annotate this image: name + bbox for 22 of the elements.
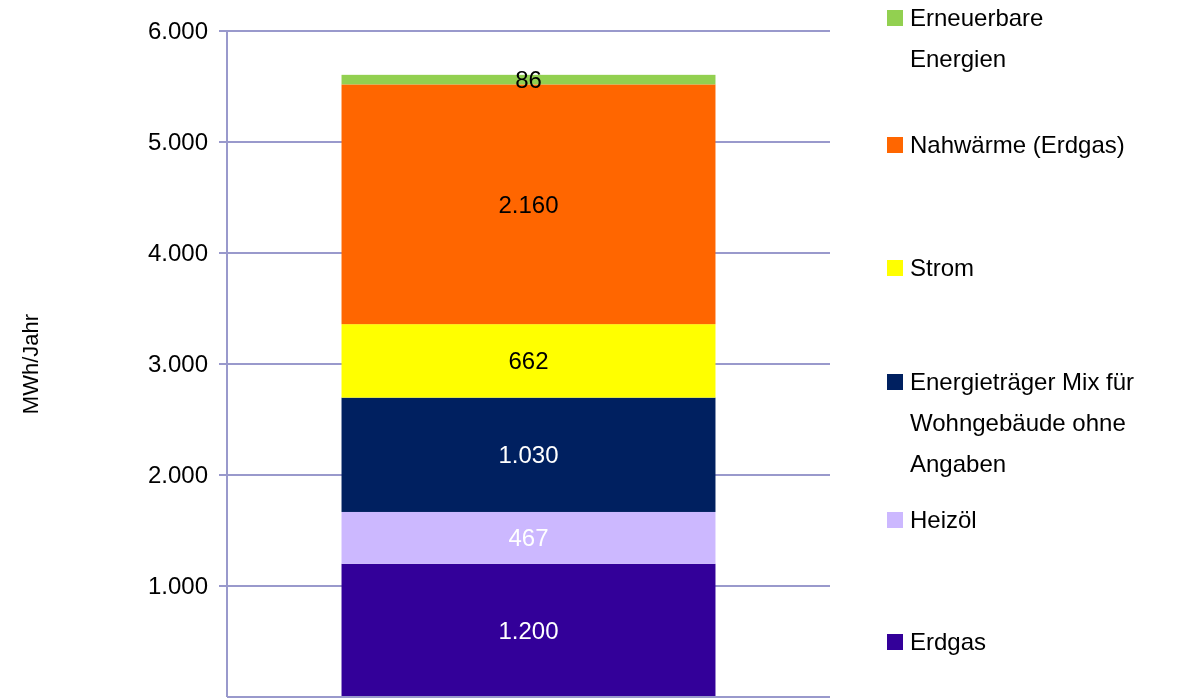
legend-label: Energieträger Mix für Wohngebäude ohne Angaben — [910, 368, 1135, 478]
bar — [341, 511, 716, 564]
y-tick-label: 1.000 — [147, 572, 209, 600]
y-tick-label: 4.000 — [147, 239, 209, 267]
y-tick-label: 5.000 — [147, 128, 209, 156]
data-label: 2.160 — [498, 190, 559, 218]
y-axis-title: MWh/Jahr — [18, 313, 43, 415]
y-tick-label: 3.000 — [147, 350, 209, 378]
data-label: 1.200 — [498, 616, 559, 644]
legend-label: Nahwärme (Erdgas) — [910, 131, 1125, 159]
data-label: 467 — [508, 524, 549, 552]
y-tick-label: 2.000 — [147, 461, 209, 489]
bar — [341, 324, 716, 398]
bar — [341, 397, 716, 512]
bar — [341, 563, 716, 697]
legend-label: Strom — [910, 254, 975, 282]
legend-label: Erneuerbare Energien — [910, 4, 1044, 73]
data-label: 662 — [508, 347, 549, 375]
y-tick-label: 6.000 — [147, 17, 209, 45]
legend-label: Erdgas — [910, 628, 987, 656]
legend-label: Heizöl — [910, 506, 977, 534]
data-label: 1.030 — [498, 441, 559, 469]
